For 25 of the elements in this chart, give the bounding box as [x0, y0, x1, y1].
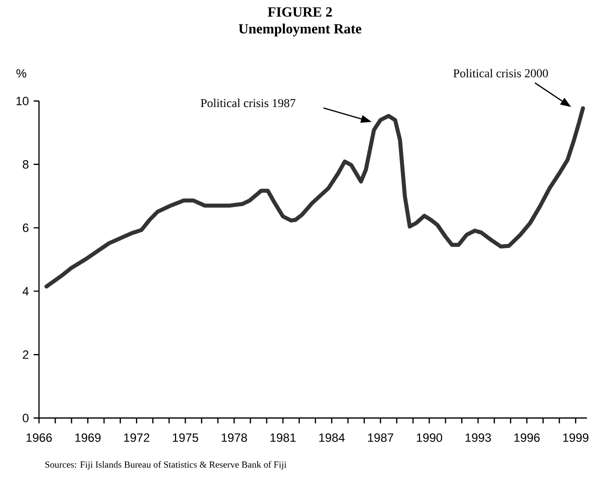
- x-tick-label: 1996: [514, 433, 540, 442]
- y-tick-label: 8: [22, 160, 28, 169]
- x-tick-label: 1972: [124, 433, 150, 442]
- x-tick-label: 1978: [222, 433, 247, 442]
- annotation: Political crisis 1987: [200, 98, 296, 108]
- y-tick-label: 0: [22, 414, 29, 422]
- text: Political crisis 2000: [453, 68, 548, 78]
- x-tick-label: 1966: [26, 433, 52, 442]
- x-tick-label: 1993: [466, 433, 491, 442]
- y-tick-label: 6: [22, 224, 28, 232]
- y-tick-label: 2: [22, 350, 28, 359]
- y-tick-label: 4: [22, 287, 29, 296]
- x-tick-label: 1990: [416, 433, 442, 442]
- chart-title: FIGURE 2: [268, 7, 332, 17]
- x-tick-label: 1981: [270, 433, 296, 442]
- x-tick-label: 1987: [368, 433, 394, 442]
- chart-subtitle: Unemployment Rate: [238, 24, 362, 36]
- x-tick-label: 1969: [75, 433, 101, 442]
- x-tick-label: 1999: [563, 433, 588, 442]
- x-tick-label: 1984: [319, 433, 345, 442]
- x-tick-label: 1975: [172, 433, 198, 442]
- source-note: Sources: Fiji Islands Bureau of Statistics & Reserve Bank of Fiji: [45, 461, 286, 470]
- y-axis-title: %: [16, 69, 26, 78]
- line-series: [44, 106, 585, 288]
- y-tick-label: 10: [16, 96, 28, 106]
